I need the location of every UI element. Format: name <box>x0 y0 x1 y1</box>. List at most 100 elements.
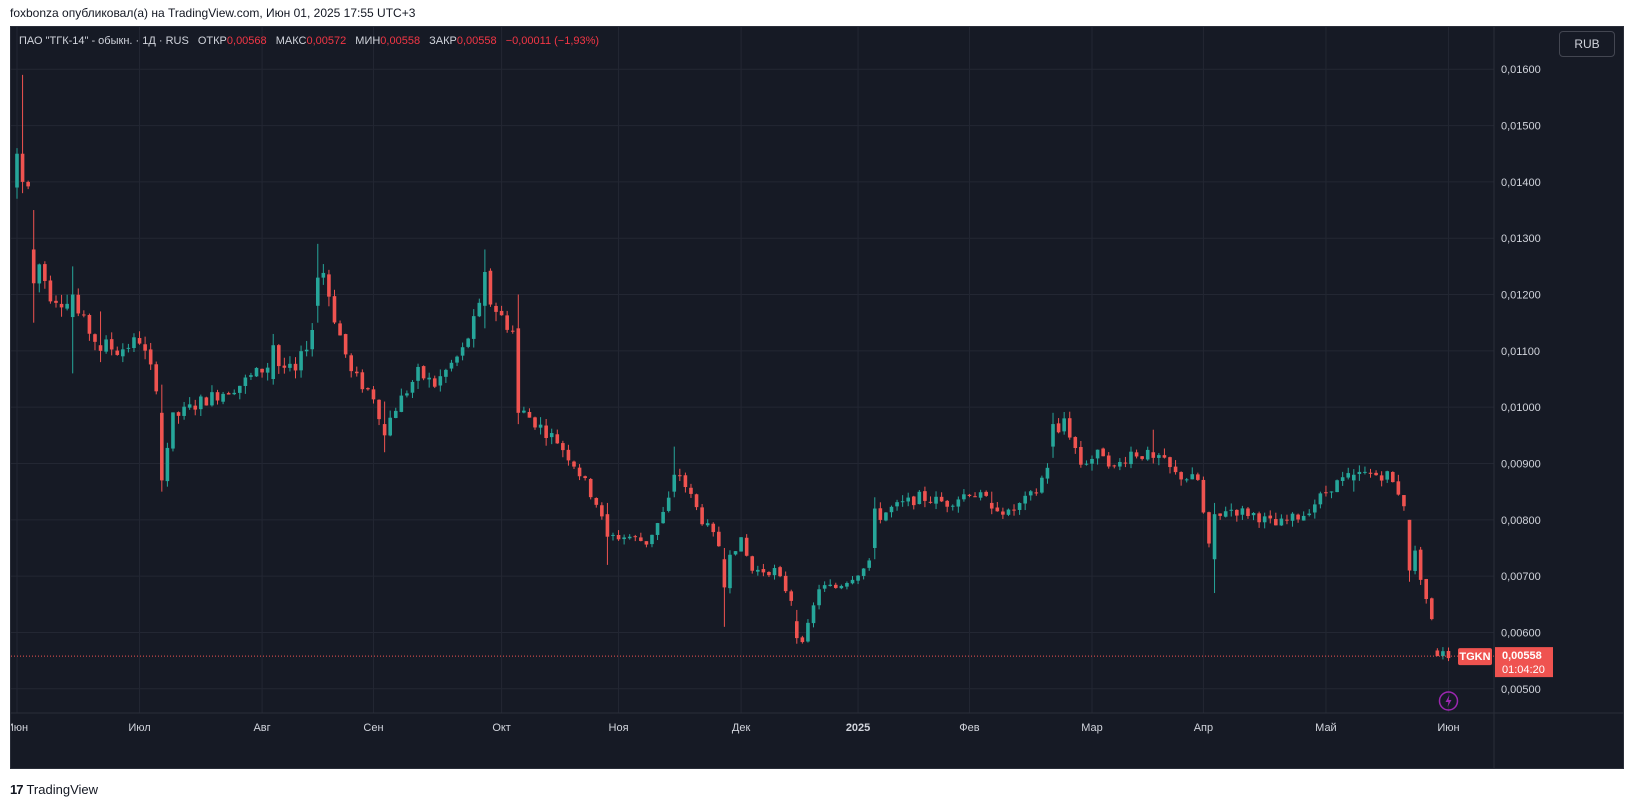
candle-body <box>1379 475 1384 481</box>
y-tick-label: 0,01400 <box>1501 177 1541 189</box>
candle-body <box>31 249 36 284</box>
candle-body <box>1168 457 1172 468</box>
candle-body <box>393 410 398 418</box>
candle-body <box>137 338 142 344</box>
candle-body <box>744 537 749 556</box>
candle-body <box>1285 519 1289 521</box>
candle-body <box>516 328 521 413</box>
high-value: 0,00572 <box>306 35 347 47</box>
candle-body <box>1363 471 1367 473</box>
candle-body <box>1028 491 1033 496</box>
candle-body <box>889 506 894 513</box>
candle-body <box>1307 513 1312 516</box>
candle-body <box>1112 465 1117 467</box>
candle-body <box>1012 509 1016 511</box>
candle-body <box>978 492 983 498</box>
candle-body <box>800 637 805 643</box>
candle-body <box>1017 503 1022 510</box>
candle-body <box>477 302 482 317</box>
candle-body <box>1368 472 1373 474</box>
candle-body <box>310 329 315 350</box>
candle-body <box>1023 495 1027 504</box>
candle-body <box>154 364 159 392</box>
candle-body <box>1123 462 1128 464</box>
low-value: 0,00558 <box>380 35 421 47</box>
y-tick-label: 0,00500 <box>1501 684 1541 696</box>
candle-body <box>1262 516 1267 523</box>
currency-button[interactable]: RUB <box>1559 31 1615 57</box>
candle-body <box>1073 437 1078 449</box>
candle-body <box>466 338 470 347</box>
candle-body <box>1374 472 1378 476</box>
candle-body <box>600 505 604 517</box>
candle-body <box>371 389 376 400</box>
candle-body <box>1352 474 1356 481</box>
candle-body <box>1223 511 1228 517</box>
candle-body <box>460 347 465 356</box>
candle-body <box>126 347 131 349</box>
candle-body <box>1095 449 1100 459</box>
candle-body <box>1329 491 1334 493</box>
candle-body <box>104 339 108 352</box>
candle-body <box>332 296 337 323</box>
candle-body <box>861 568 866 576</box>
candle-body <box>1413 550 1417 571</box>
candle-body <box>984 491 988 496</box>
candle-body <box>354 371 359 374</box>
candle-body <box>561 443 565 451</box>
candle-body <box>533 417 537 428</box>
candlestick-chart[interactable]: 0,01600 0,01500 0,01400 0,01300 0,01200 0,011… <box>11 27 1624 769</box>
candle-body <box>377 399 381 420</box>
candle-body <box>1279 518 1284 526</box>
candle-body <box>678 475 682 477</box>
candle-body <box>694 494 699 508</box>
chart-panel[interactable]: 0,01600 0,01500 0,01400 0,01300 0,01200 0,011… <box>10 26 1624 769</box>
candle-body <box>722 559 727 588</box>
candle-body <box>867 560 872 568</box>
footer-brand[interactable]: 17 TradingView <box>10 782 98 797</box>
candle-body <box>1296 514 1300 520</box>
candle-body <box>1346 473 1351 478</box>
candle-body <box>1207 512 1211 544</box>
candle-body <box>254 367 259 377</box>
candle-body <box>789 591 794 601</box>
candle-body <box>549 433 554 438</box>
candle-body <box>304 349 309 352</box>
candle-body <box>1235 509 1239 516</box>
candle-body <box>260 368 264 373</box>
candle-body <box>148 349 153 365</box>
candle-body <box>1118 462 1122 467</box>
candle-body <box>895 502 899 507</box>
x-tick-label: Май <box>1315 722 1337 734</box>
candle-body <box>828 584 833 586</box>
x-tick-label: Июл <box>128 722 150 734</box>
candle-body <box>923 491 927 501</box>
candle-body <box>884 512 888 521</box>
candle-body <box>1051 424 1055 447</box>
candle-body <box>917 491 922 505</box>
high-label: МАКС <box>275 35 307 47</box>
candle-body <box>962 494 966 500</box>
candle-body <box>878 508 883 520</box>
candle-body <box>633 536 638 538</box>
candle-body <box>527 411 532 418</box>
candle-body <box>1446 650 1451 659</box>
candle-body <box>93 334 97 342</box>
x-tick-label: Окт <box>492 722 511 734</box>
candle-body <box>845 583 849 587</box>
x-tick-label: Июн <box>1437 722 1459 734</box>
candle-body <box>293 363 298 371</box>
candle-body <box>594 498 599 505</box>
candle-body <box>187 404 192 408</box>
candle-body <box>416 366 420 381</box>
candle-body <box>822 585 827 589</box>
candle-body <box>226 393 231 395</box>
candle-body <box>382 424 387 436</box>
close-value: 0,00558 <box>456 35 497 47</box>
candle-body <box>1212 514 1217 560</box>
candle-body <box>499 310 504 316</box>
candle-body <box>1301 515 1306 521</box>
candle-body <box>299 351 303 371</box>
candle-body <box>1201 479 1206 513</box>
candle-body <box>1418 549 1423 580</box>
